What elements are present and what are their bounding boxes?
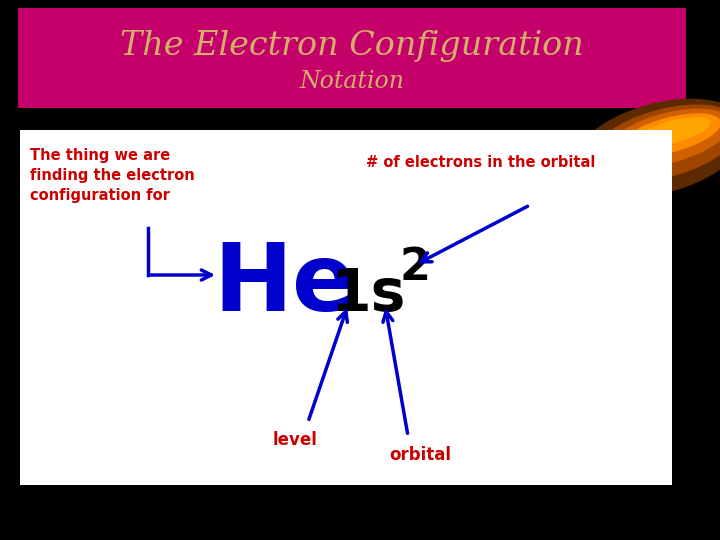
FancyBboxPatch shape — [18, 8, 686, 108]
Ellipse shape — [619, 113, 720, 157]
Text: 2: 2 — [400, 246, 431, 288]
Text: The thing we are
finding the electron
configuration for: The thing we are finding the electron co… — [30, 148, 194, 202]
Text: The Electron Configuration: The Electron Configuration — [120, 30, 584, 62]
Text: He: He — [213, 239, 356, 331]
Text: level: level — [273, 431, 318, 449]
Ellipse shape — [605, 109, 720, 167]
Text: Notation: Notation — [300, 71, 405, 93]
Text: # of electrons in the orbital: # of electrons in the orbital — [366, 155, 595, 170]
Ellipse shape — [634, 117, 711, 147]
Ellipse shape — [590, 105, 720, 181]
Ellipse shape — [572, 99, 720, 197]
FancyBboxPatch shape — [20, 130, 672, 485]
Text: orbital: orbital — [389, 446, 451, 464]
Text: 1s: 1s — [330, 267, 405, 323]
